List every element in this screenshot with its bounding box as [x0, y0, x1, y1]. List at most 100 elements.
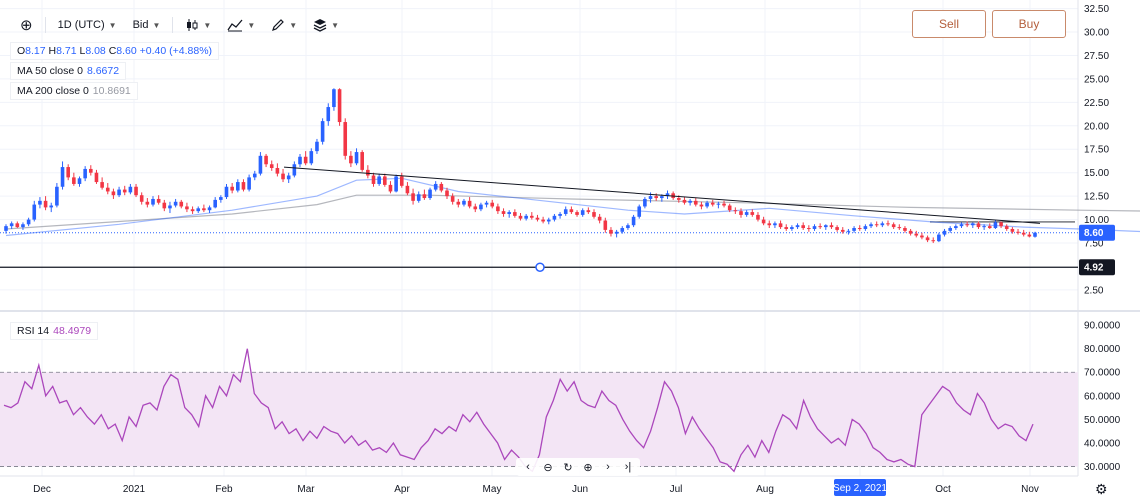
rsi-value: 48.4979	[53, 325, 92, 337]
candle-body	[281, 173, 285, 180]
candle-body	[433, 183, 438, 190]
candle-body	[614, 231, 619, 234]
candle-body	[546, 219, 551, 222]
candle	[258, 152, 263, 176]
candle	[66, 164, 70, 181]
candle-body	[982, 226, 986, 228]
candle	[937, 232, 941, 243]
ma50-legend[interactable]: MA 50 close 0 8.6672	[10, 62, 127, 80]
ma200-legend[interactable]: MA 200 close 0 10.8691	[10, 82, 138, 100]
candle-body	[530, 215, 534, 218]
candle	[931, 237, 936, 244]
layers-dropdown[interactable]: ▼	[307, 13, 345, 37]
candle	[26, 217, 31, 227]
price-tick-label: 30.00	[1084, 28, 1109, 39]
main-legend: O8.17 H8.71 L8.08 C8.60 +0.40 (+4.88%) M…	[10, 42, 220, 102]
price-axis[interactable]: 32.50 30.00 27.50 25.00 22.50 20.00 17.50 15.00…	[1084, 4, 1109, 296]
candle	[320, 118, 325, 145]
price-tick-label: 10.00	[1084, 215, 1109, 226]
sell-button[interactable]: Sell	[912, 10, 986, 38]
scroll-left-icon[interactable]: ‹	[526, 461, 530, 473]
candle-body	[326, 107, 331, 122]
candle-body	[77, 178, 82, 184]
candle-body	[603, 220, 608, 230]
candle	[128, 183, 133, 195]
chart-style-dropdown[interactable]: ▼	[179, 13, 217, 37]
candle	[626, 223, 630, 230]
candle	[15, 221, 20, 229]
scroll-to-end-icon[interactable]: ›|	[624, 461, 632, 473]
candle-body	[552, 215, 557, 220]
candle-body	[976, 223, 981, 228]
candle-body	[891, 224, 896, 228]
close-value: 8.60	[116, 45, 137, 57]
candle-body	[586, 210, 591, 213]
candle-body	[784, 227, 789, 229]
candle-body	[72, 177, 76, 184]
candle-body	[971, 223, 975, 226]
add-symbol-button[interactable]: ⊕	[14, 13, 39, 37]
rsi-legend[interactable]: RSI 14 48.4979	[10, 322, 99, 342]
candle	[756, 212, 760, 222]
rsi-tick-label: 80.0000	[1084, 344, 1121, 355]
candle	[405, 182, 410, 196]
zoom-out-icon[interactable]: ⊖	[543, 461, 553, 474]
indicators-dropdown[interactable]: ▼	[221, 13, 261, 37]
scroll-right-icon[interactable]: ›	[606, 461, 610, 473]
candle-body	[168, 205, 172, 209]
candle	[303, 151, 308, 166]
candle-body	[343, 122, 348, 156]
candle	[332, 88, 336, 111]
drawing-tools-dropdown[interactable]: ▼	[265, 13, 303, 37]
candlestick-series	[4, 88, 1037, 244]
candle	[309, 148, 314, 166]
candle-body	[767, 223, 772, 226]
candle-body	[648, 196, 653, 199]
gear-icon[interactable]: ⚙	[1095, 481, 1108, 497]
candle	[496, 203, 500, 214]
candle-body	[173, 201, 178, 206]
candle-body	[230, 186, 234, 191]
rsi-axis[interactable]: 90.0000 80.0000 70.0000 60.0000 50.0000 40.00…	[1084, 321, 1121, 473]
candle-body	[744, 212, 749, 215]
time-tick-label: Oct	[935, 484, 951, 495]
candle-body	[931, 240, 936, 242]
candle	[399, 172, 404, 188]
candle-body	[241, 182, 246, 190]
candle	[298, 153, 302, 168]
candle	[411, 188, 415, 205]
candle-body	[524, 215, 528, 219]
candle	[275, 163, 280, 177]
candle-body	[954, 226, 958, 229]
price-type-label: Bid	[132, 19, 149, 31]
price-tick-label: 2.50	[1084, 285, 1104, 296]
reset-icon[interactable]: ↻	[563, 461, 573, 474]
chevron-down-icon: ▼	[203, 20, 212, 30]
candle	[252, 170, 257, 181]
zoom-in-icon[interactable]: ⊕	[583, 461, 593, 474]
price-type-dropdown[interactable]: Bid ▼	[127, 13, 167, 37]
candle	[586, 207, 591, 214]
candle	[558, 212, 562, 219]
time-tick-label: Jun	[572, 484, 588, 495]
ma200-value: 10.8691	[92, 85, 131, 97]
candle	[1021, 229, 1026, 237]
candle-body	[750, 212, 755, 215]
horizontal-line-handle[interactable]	[535, 262, 545, 272]
candle-body	[66, 167, 70, 178]
trendline[interactable]	[283, 166, 1041, 224]
candle-body	[128, 186, 133, 193]
chevron-down-icon: ▼	[289, 20, 298, 30]
candle	[230, 183, 234, 194]
candle-body	[857, 228, 862, 230]
candle	[224, 183, 229, 199]
buy-button[interactable]: Buy	[992, 10, 1066, 38]
open-label: O	[17, 45, 26, 57]
interval-dropdown[interactable]: 1D (UTC) ▼	[52, 13, 123, 37]
candle	[394, 174, 398, 193]
candle-body	[219, 197, 223, 200]
time-axis[interactable]: Dec 2021 Feb Mar Apr May Jun Jul Aug Sep 2, 2021 O…	[33, 479, 1039, 496]
time-tick-label: Jul	[670, 484, 683, 495]
candle	[77, 176, 82, 187]
